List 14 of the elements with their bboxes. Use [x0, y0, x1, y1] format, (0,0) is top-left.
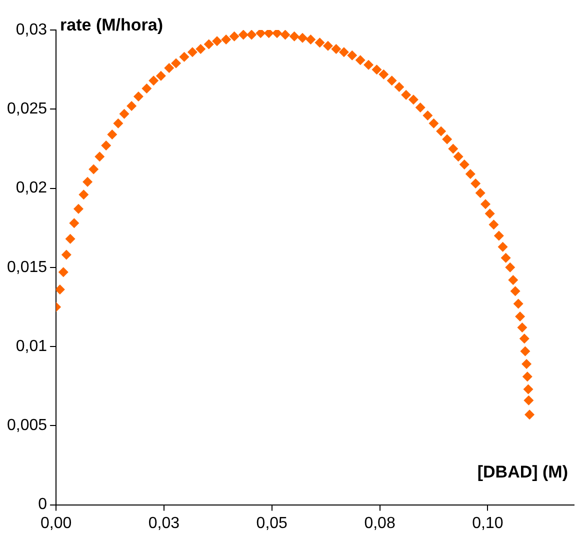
x-tick-label: 0,03: [148, 514, 180, 532]
y-tick-label: 0,025: [6, 100, 48, 118]
y-tick-label: 0,03: [16, 21, 48, 38]
x-tick-label: 0,05: [256, 514, 288, 532]
x-tick-label: 0,08: [364, 514, 396, 532]
y-tick-label: 0,005: [6, 417, 48, 434]
y-tick-label: 0,015: [6, 258, 48, 276]
y-axis-title: rate (M/hora): [60, 16, 164, 35]
x-tick-label: 0,10: [472, 514, 504, 532]
x-axis-title: [DBAD] (M): [477, 462, 568, 482]
y-tick-label: 0: [38, 496, 48, 514]
x-tick-label: 0,00: [40, 514, 72, 532]
y-tick-label: 0,01: [16, 338, 48, 355]
y-tick-label: 0,02: [16, 180, 48, 197]
